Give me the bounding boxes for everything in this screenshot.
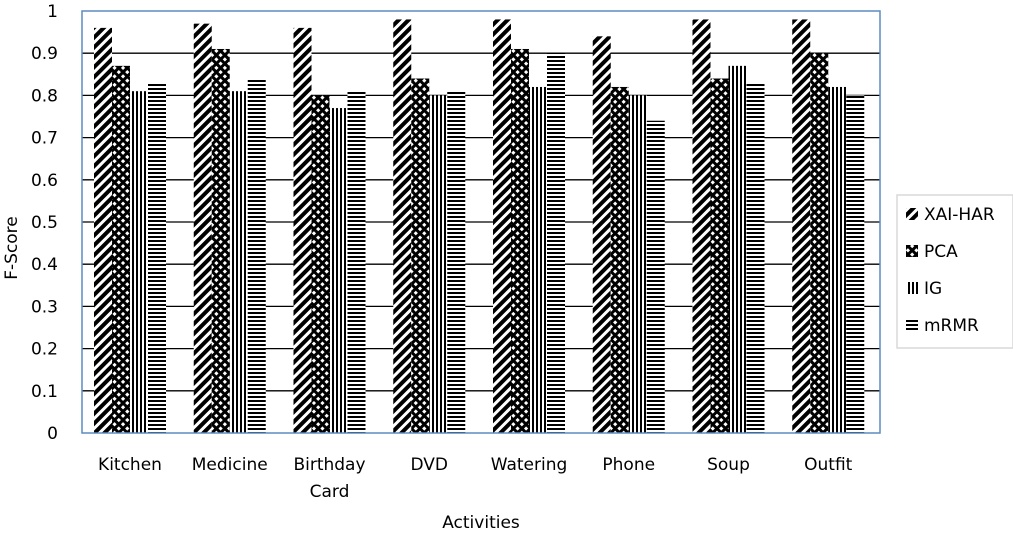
bar-pca-birthday-card — [311, 95, 330, 434]
bar-ig-kitchen — [130, 91, 148, 434]
bar-xai-har-watering — [493, 19, 511, 433]
bar-mrmr-phone — [646, 120, 665, 433]
y-tick-label: 0.8 — [31, 86, 58, 106]
bar-ig-phone — [628, 95, 647, 434]
x-tick-label: Medicine — [192, 455, 268, 475]
bar-mrmr-outfit — [846, 95, 865, 434]
bar-pca-soup — [710, 78, 729, 434]
bar-pca-phone — [610, 86, 629, 434]
x-tick-label: Watering — [491, 455, 568, 475]
bar-ig-soup — [728, 65, 747, 434]
y-axis-tick-labels: 0 0.1 0.2 0.3 0.4 0.5 0.6 0.7 0.8 0.9 1 — [31, 2, 58, 444]
x-tick-label: DVD — [410, 455, 448, 475]
bar-ig-watering — [529, 86, 547, 434]
bars — [94, 19, 865, 434]
bar-pca-watering — [511, 48, 529, 433]
bar-xai-har-soup — [692, 19, 711, 433]
y-axis-title: F-Score — [2, 216, 22, 280]
legend-label-xai-har: XAI-HAR — [924, 205, 995, 225]
x-axis-tick-labels: Kitchen Medicine Birthday Card DVD Watering Ph… — [98, 455, 853, 502]
bar-mrmr-dvd — [447, 91, 466, 434]
bar-mrmr-soup — [746, 82, 765, 434]
bar-xai-har-outfit — [792, 19, 811, 433]
bar-mrmr-medicine — [247, 78, 266, 434]
y-tick-label: 0.9 — [31, 44, 58, 64]
bar-pca-medicine — [211, 48, 230, 433]
bar-pca-kitchen — [112, 65, 130, 434]
y-tick-label: 0.7 — [31, 129, 58, 149]
legend: XAI-HAR PCA IG mRMR — [896, 194, 1013, 349]
x-tick-label: Outfit — [804, 455, 853, 475]
bar-xai-har-phone — [592, 36, 611, 433]
bar-ig-outfit — [828, 86, 847, 434]
bar-mrmr-watering — [547, 53, 565, 433]
bar-xai-har-medicine — [193, 23, 212, 433]
legend-swatch-ig — [906, 282, 918, 294]
bar-pca-dvd — [411, 78, 430, 434]
bar-ig-medicine — [229, 91, 248, 434]
bar-ig-birthday-card — [329, 108, 348, 433]
x-tick-label: Soup — [707, 455, 750, 475]
x-axis-title: Activities — [442, 513, 520, 533]
bar-xai-har-dvd — [393, 19, 412, 433]
bar-xai-har-kitchen — [94, 27, 112, 433]
y-tick-label: 0.5 — [31, 213, 58, 233]
x-tick-label: Phone — [602, 455, 655, 475]
bar-ig-dvd — [429, 95, 448, 434]
legend-label-ig: IG — [924, 279, 942, 299]
y-tick-label: 0.6 — [31, 171, 58, 191]
bar-xai-har-birthday-card — [293, 27, 312, 433]
legend-swatch-xai-har — [906, 208, 918, 220]
legend-swatch-pca — [906, 245, 918, 257]
x-tick-label: Kitchen — [98, 455, 162, 475]
legend-swatch-mrmr — [906, 319, 918, 331]
legend-label-mrmr: mRMR — [924, 316, 979, 336]
legend-label-pca: PCA — [924, 242, 958, 262]
y-tick-label: 0.3 — [31, 297, 58, 317]
y-tick-label: 0.4 — [31, 255, 58, 275]
y-tick-label: 0.2 — [31, 340, 58, 360]
plot-area-border — [81, 10, 881, 434]
bar-pca-outfit — [810, 53, 829, 433]
bar-mrmr-kitchen — [148, 82, 166, 434]
x-tick-label: Birthday Card — [293, 455, 365, 502]
bar-mrmr-birthday-card — [347, 91, 366, 434]
y-tick-label: 1 — [47, 2, 58, 22]
y-tick-label: 0 — [47, 424, 58, 444]
y-tick-label: 0.1 — [31, 382, 58, 402]
